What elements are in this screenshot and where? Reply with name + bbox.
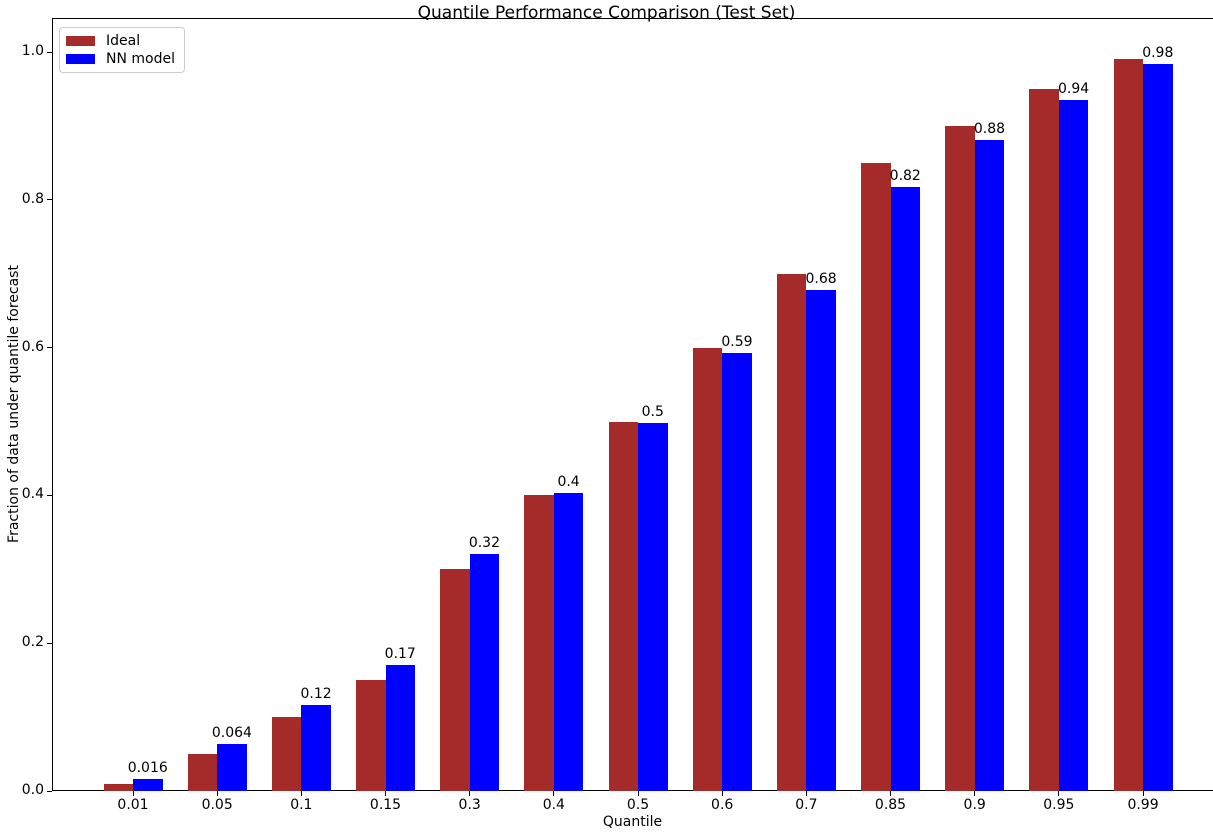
legend-swatch-ideal-icon	[66, 36, 95, 46]
x-tick-label: 0.1	[290, 797, 313, 813]
x-tick-label: 0.5	[626, 797, 650, 813]
x-axis-tick	[1058, 791, 1060, 796]
x-axis-tick	[385, 791, 386, 796]
y-tick-label: 1.0	[21, 43, 44, 59]
x-tick-label: 0.15	[369, 797, 402, 813]
x-axis-tick	[216, 791, 218, 796]
x-axis-tick	[132, 791, 134, 796]
x-tick-label: 0.95	[1043, 797, 1075, 813]
y-axis-label: Fraction of data under quantile forecast	[6, 265, 22, 543]
plot-area	[52, 18, 1213, 791]
x-tick-label: 0.05	[201, 797, 233, 813]
y-tick-label: 0.2	[21, 634, 44, 651]
x-tick-label: 0.3	[458, 797, 481, 813]
x-axis-tick	[637, 791, 639, 796]
x-tick-label: 0.4	[542, 797, 565, 813]
x-axis-tick	[805, 791, 807, 796]
x-tick-label: 0.99	[1127, 797, 1159, 813]
x-axis-tick	[1142, 791, 1144, 796]
x-axis-tick	[890, 791, 892, 796]
x-axis-tick	[553, 791, 555, 796]
x-tick-label: 0.9	[963, 797, 986, 813]
x-tick-label: 0.7	[795, 797, 818, 813]
x-tick-label: 0.85	[874, 797, 907, 813]
x-axis-tick	[974, 791, 976, 796]
legend-entry-ideal: Ideal	[66, 32, 176, 50]
legend-swatch-nn-model-icon	[66, 54, 95, 64]
legend-label-nn-model: NN model	[106, 51, 175, 67]
legend-entry-nn-model: NN model	[66, 50, 176, 68]
x-axis-tick	[721, 791, 723, 796]
y-tick-label: 0.0	[21, 782, 44, 798]
x-tick-label: 0.6	[711, 797, 734, 813]
x-tick-label: 0.01	[117, 797, 149, 813]
x-axis-tick	[300, 791, 302, 796]
y-tick-label: 0.8	[21, 190, 44, 207]
x-axis-tick	[469, 791, 471, 796]
x-axis-label: Quantile	[602, 814, 663, 830]
legend: Ideal NN model	[59, 27, 185, 73]
legend-label-ideal: Ideal	[106, 33, 141, 49]
